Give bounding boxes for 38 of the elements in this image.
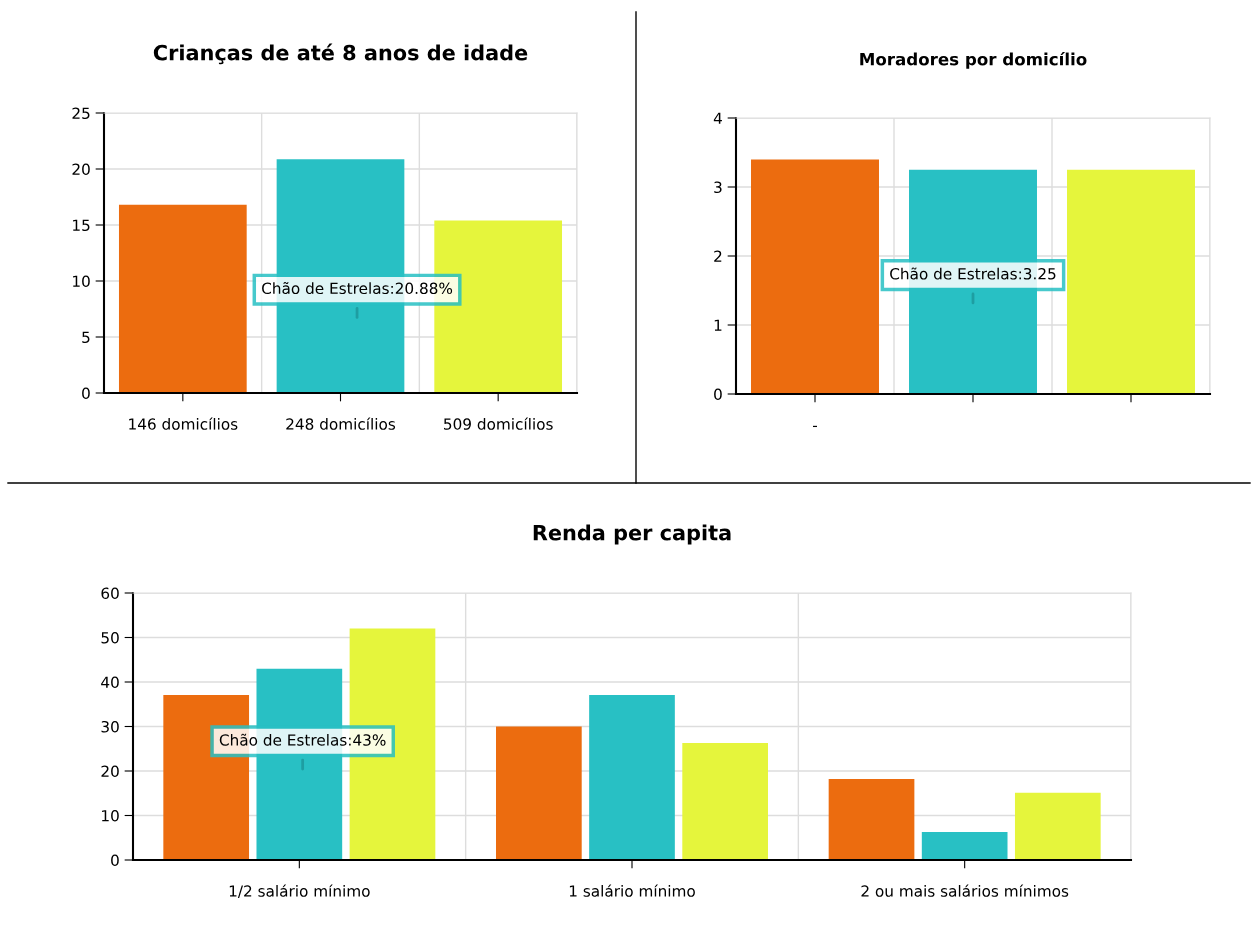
bar <box>828 779 915 860</box>
bar <box>496 726 582 860</box>
y-tick-label: 20 <box>72 163 90 176</box>
y-tick-label: 60 <box>101 587 119 600</box>
y-tick-label: 5 <box>82 331 90 344</box>
y-tick-label: 0 <box>82 387 90 400</box>
y-tick-label: 50 <box>101 631 119 644</box>
annotation: Chão de Estrelas:43% <box>219 733 386 746</box>
bar <box>118 204 247 393</box>
y-tick-label: 3 <box>714 181 722 194</box>
x-tick-label: 1/2 salário mínimo <box>229 884 370 899</box>
y-tick-label: 10 <box>73 275 90 288</box>
y-tick-label: 40 <box>101 676 119 689</box>
y-tick-label: 15 <box>73 219 90 232</box>
annotation: Chão de Estrelas:20.88% <box>262 281 453 295</box>
x-tick-label: 248 domicílios <box>286 417 396 430</box>
bar <box>921 831 1008 860</box>
bar <box>682 742 768 860</box>
chart-title: Moradores por domicílio <box>860 51 1087 69</box>
y-tick-label: 4 <box>713 112 722 124</box>
bar <box>1014 792 1101 860</box>
y-tick-label: 10 <box>102 809 119 822</box>
y-tick-label: 0 <box>111 854 119 867</box>
y-tick-label: 20 <box>101 765 119 778</box>
chart-title: Renda per capita <box>533 524 731 545</box>
chart-title: Crianças de até 8 anos de idade <box>153 43 528 65</box>
y-tick-label: 0 <box>714 388 722 401</box>
y-tick-label: 30 <box>101 720 119 733</box>
x-tick-label: 509 domicílios <box>444 417 553 430</box>
x-tick-label: - <box>812 425 818 428</box>
y-tick-label: 1 <box>714 319 722 331</box>
x-tick-label: 1 salário mínimo <box>569 884 695 897</box>
bar <box>589 694 675 860</box>
y-tick-label: 25 <box>72 107 90 120</box>
annotation: Chão de Estrelas:3.25 <box>890 267 1056 280</box>
x-tick-label: 2 ou mais salários mínimos <box>861 884 1069 897</box>
x-tick-label: 146 domicílios <box>129 417 238 430</box>
y-tick-label: 2 <box>714 250 722 262</box>
